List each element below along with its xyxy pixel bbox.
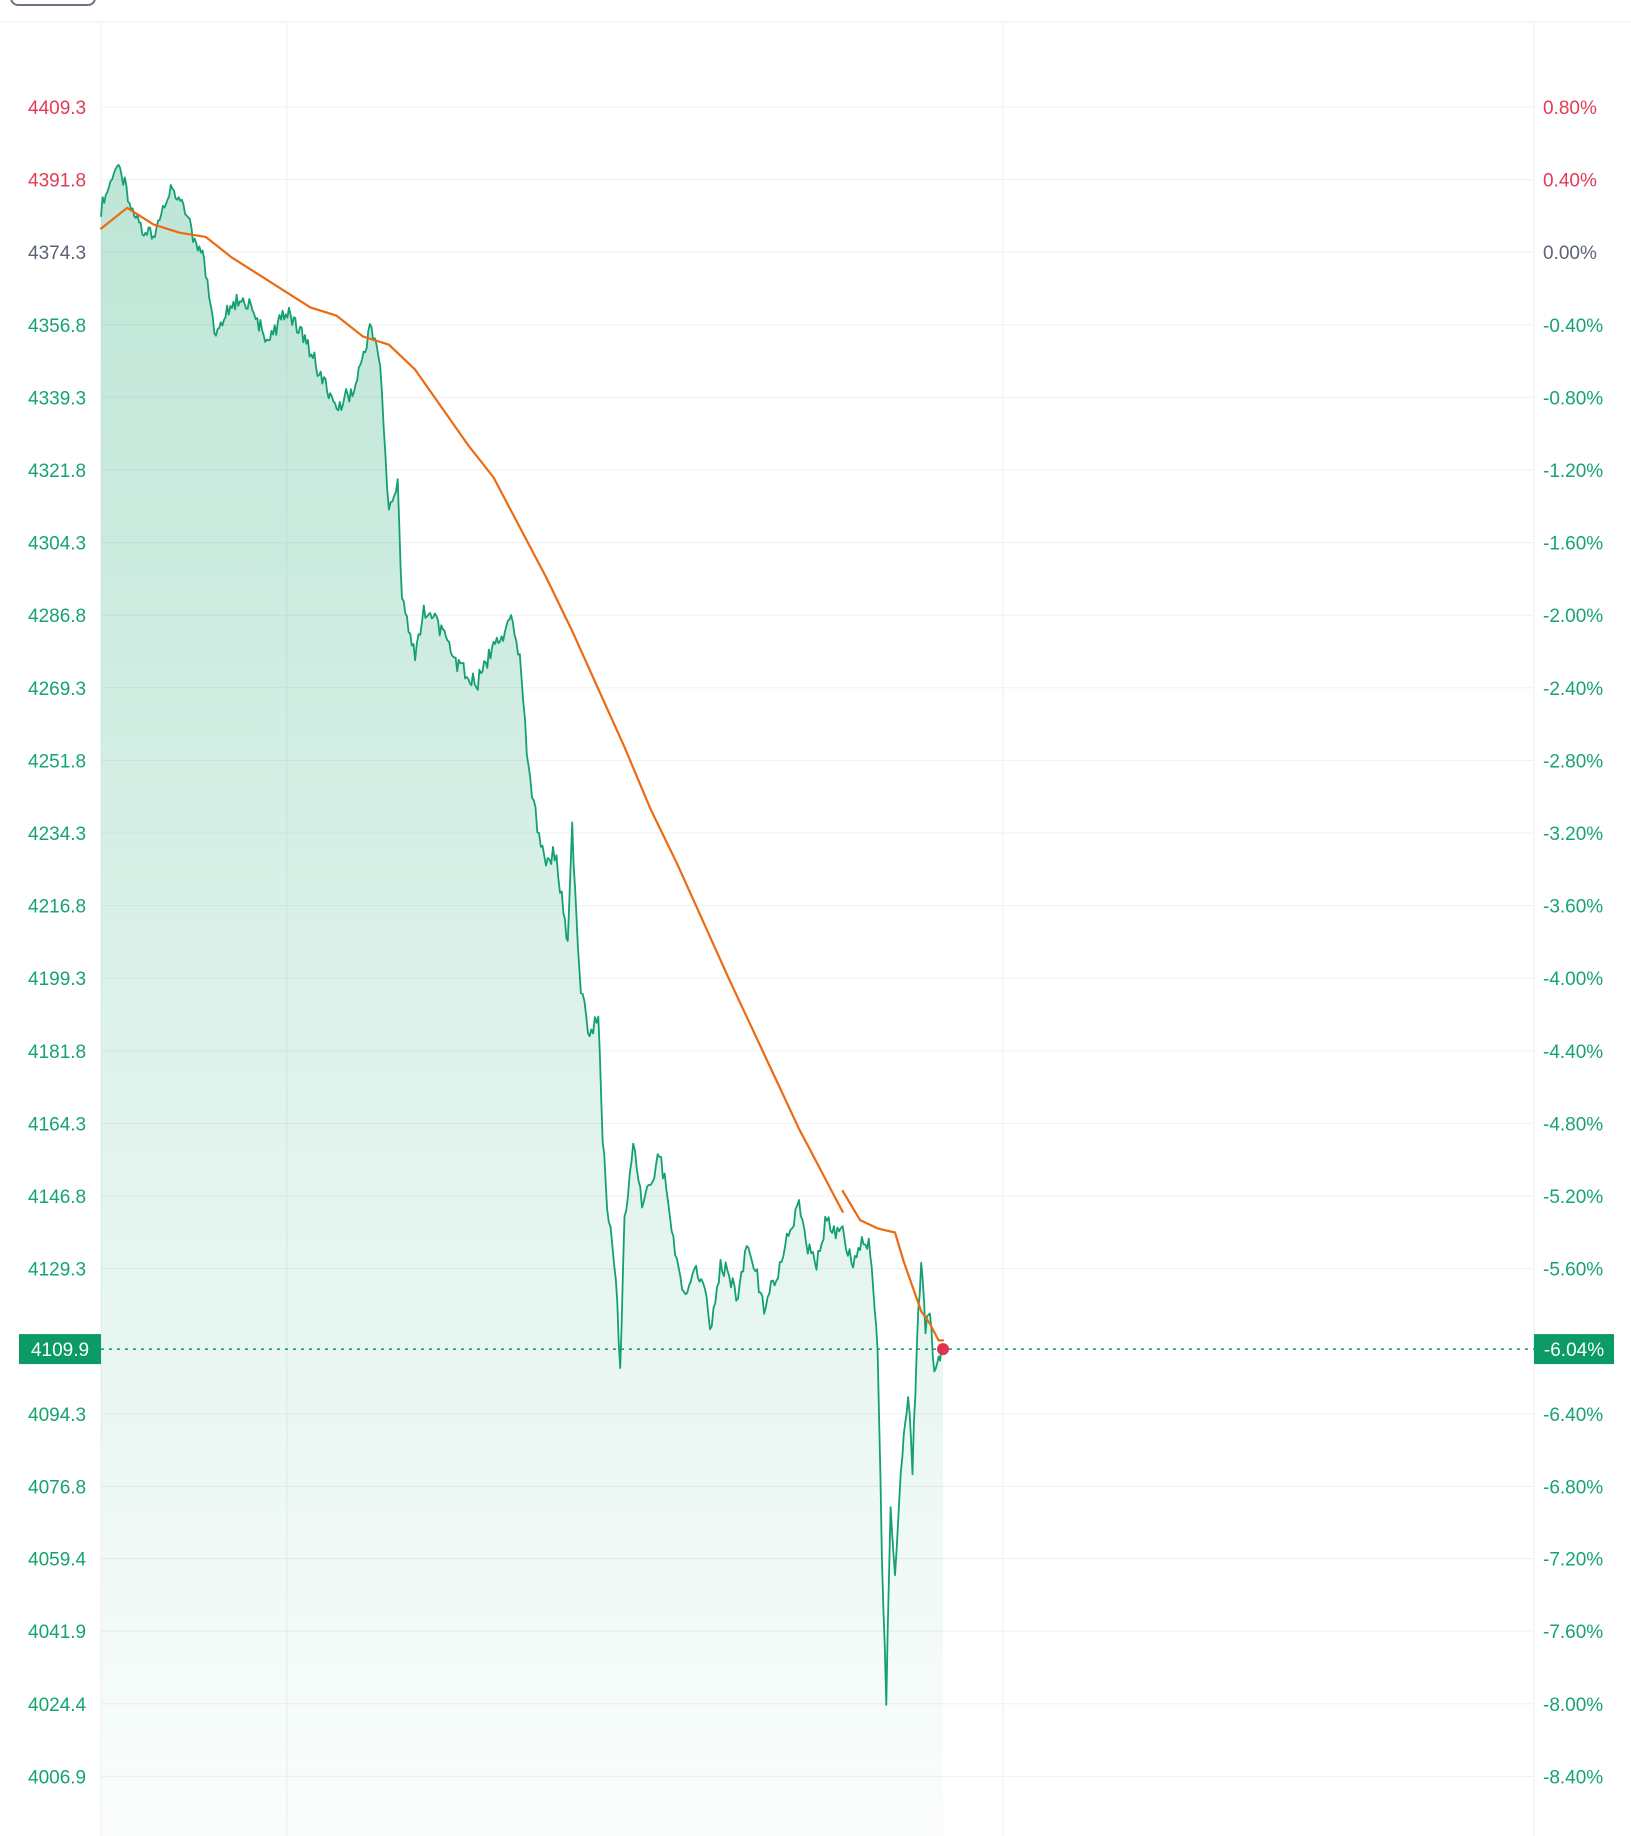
right-tick-label: -6.40% xyxy=(1543,1405,1603,1426)
last-price-label: 4109.9 xyxy=(31,1340,89,1361)
left-tick-label: 4391.8 xyxy=(28,171,86,192)
left-tick-label: 4234.3 xyxy=(28,824,86,845)
left-tick-label: 4251.8 xyxy=(28,751,86,772)
left-tick-label: 4059.4 xyxy=(28,1550,87,1571)
average-line-segment xyxy=(841,1189,945,1342)
right-tick-label: 0.80% xyxy=(1543,98,1597,119)
left-tick-label: 4286.8 xyxy=(28,606,86,627)
left-tick-label: 4199.3 xyxy=(28,969,86,990)
left-tick-label: 4409.3 xyxy=(28,98,86,119)
right-tick-label: -4.40% xyxy=(1543,1042,1603,1063)
right-tick-label: -5.20% xyxy=(1543,1187,1603,1208)
right-tick-label: -0.80% xyxy=(1543,388,1603,409)
left-tick-label: 4006.9 xyxy=(28,1767,86,1788)
average-line xyxy=(99,206,844,1213)
right-change-axis: 0.80% 0.40% 0.00% -0.40% -0.80% -1.20% -1.60% -… xyxy=(1543,98,1603,1788)
last-change-label-box xyxy=(1534,1334,1614,1365)
right-tick-label: -3.60% xyxy=(1543,897,1603,918)
left-tick-label: 4181.8 xyxy=(28,1042,86,1063)
left-tick-label: 4304.3 xyxy=(28,534,86,555)
right-tick-label: -1.20% xyxy=(1543,461,1603,482)
last-price-label-box xyxy=(19,1334,101,1365)
right-tick-label: -8.40% xyxy=(1543,1767,1603,1788)
left-price-axis: 4409.3 4391.8 4374.3 4356.8 4339.3 4321.8 4304… xyxy=(28,98,87,1788)
right-tick-label: -1.60% xyxy=(1543,534,1603,555)
right-tick-label: -0.40% xyxy=(1543,316,1603,337)
right-tick-label: -2.00% xyxy=(1543,606,1603,627)
right-tick-label: -6.80% xyxy=(1543,1477,1603,1498)
left-tick-label: 4339.3 xyxy=(28,388,86,409)
price-area xyxy=(101,164,943,1836)
price-area-fill xyxy=(101,164,943,1836)
last-change-label: -6.04% xyxy=(1544,1340,1604,1361)
left-tick-label: 4269.3 xyxy=(28,679,86,700)
left-tick-label: 4146.8 xyxy=(28,1187,86,1208)
left-tick-label: 4321.8 xyxy=(28,461,86,482)
left-tick-label: 4216.8 xyxy=(28,897,86,918)
left-tick-label: 4041.9 xyxy=(28,1622,86,1643)
last-price-markers: 4109.9 -6.04% xyxy=(19,1334,1614,1365)
left-tick-label: 4076.8 xyxy=(28,1477,86,1498)
right-tick-label: 0.40% xyxy=(1543,171,1597,192)
right-tick-label: -8.00% xyxy=(1543,1695,1603,1716)
left-tick-label: 4164.3 xyxy=(28,1114,86,1135)
left-tick-label: 4374.3 xyxy=(28,243,86,264)
right-tick-label: -4.80% xyxy=(1543,1114,1603,1135)
right-tick-label: -2.80% xyxy=(1543,751,1603,772)
right-tick-label: -7.60% xyxy=(1543,1622,1603,1643)
left-tick-label: 4356.8 xyxy=(28,316,86,337)
right-tick-label: -7.20% xyxy=(1543,1550,1603,1571)
last-price-dot xyxy=(937,1343,949,1356)
left-tick-label: 4094.3 xyxy=(28,1405,86,1426)
right-tick-label: -3.20% xyxy=(1543,824,1603,845)
right-tick-label: -5.60% xyxy=(1543,1260,1603,1281)
right-tick-label: -2.40% xyxy=(1543,679,1603,700)
series-lines xyxy=(99,163,945,1706)
price-line xyxy=(100,163,944,1706)
right-tick-label: 0.00% xyxy=(1543,243,1597,264)
left-tick-label: 4024.4 xyxy=(28,1695,87,1716)
left-tick-label: 4129.3 xyxy=(28,1260,86,1281)
right-tick-label: -4.00% xyxy=(1543,969,1603,990)
